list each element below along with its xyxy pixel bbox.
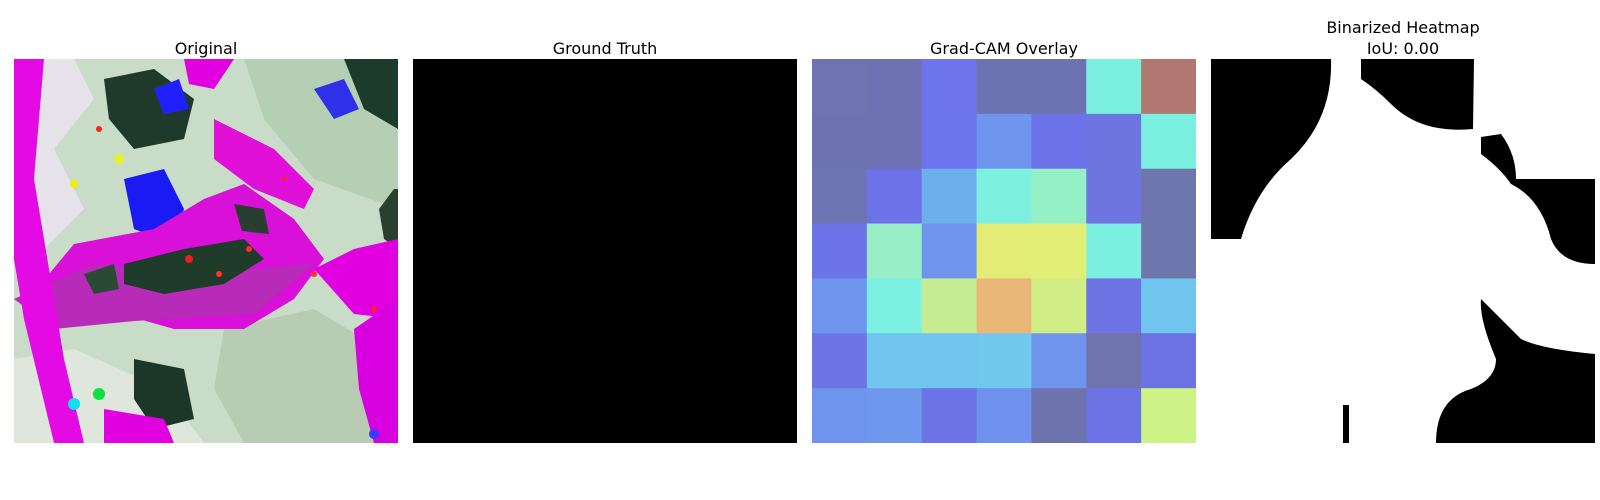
gradcam-cell [812, 59, 868, 115]
gradcam-cell [976, 59, 1032, 115]
panel-original: Original [14, 0, 398, 445]
gradcam-cell [976, 388, 1032, 443]
gradcam-cell [1031, 168, 1087, 225]
panel-title: Binarized Heatmap IoU: 0.00 [1326, 18, 1480, 58]
gradcam-cell [921, 59, 978, 115]
original-image [14, 59, 398, 443]
gradcam-cell [866, 333, 923, 389]
gradcam-cell [1086, 113, 1142, 170]
gradcam-cell [1031, 59, 1087, 115]
gradcam-cell [1086, 168, 1142, 225]
gradcam-cell [1086, 388, 1142, 443]
gradcam-cell [1141, 333, 1196, 389]
gradcam-cell [812, 168, 868, 225]
gradcam-cell [921, 388, 978, 443]
gradcam-cell [1086, 223, 1142, 279]
gradcam-cell [1141, 223, 1196, 279]
gradcam-cell [1086, 278, 1142, 334]
gradcam-cell [921, 168, 978, 225]
gradcam-cell [866, 388, 923, 443]
gradcam-cell [976, 223, 1032, 279]
gradcam-cell [921, 333, 978, 389]
gradcam-cell [1031, 278, 1087, 334]
panel-title: Ground Truth [552, 39, 658, 58]
binarized-heatmap-art [1211, 59, 1595, 443]
gradcam-cell [976, 113, 1032, 170]
panel-ground-truth: Ground Truth [413, 0, 797, 445]
gradcam-cell [921, 223, 978, 279]
gradcam-cell [921, 113, 978, 170]
gradcam-cell [1141, 59, 1196, 115]
original-image-art [14, 59, 398, 443]
gradcam-cell [1031, 223, 1087, 279]
gradcam-cell [1086, 59, 1142, 115]
gradcam-cell [812, 333, 868, 389]
binarized-heatmap-image [1211, 59, 1595, 443]
gradcam-cell [866, 168, 923, 225]
gradcam-cell [1031, 388, 1087, 443]
gradcam-cell [1086, 333, 1142, 389]
panel-title: Grad-CAM Overlay [930, 39, 1078, 58]
gradcam-cell [976, 278, 1032, 334]
ground-truth-mask [413, 59, 797, 443]
gradcam-cell [921, 278, 978, 334]
gradcam-cell [1141, 278, 1196, 334]
gradcam-cell [812, 388, 868, 443]
panel-gradcam-overlay: Grad-CAM Overlay [812, 0, 1196, 445]
gradcam-cell [976, 168, 1032, 225]
panel-binarized-heatmap: Binarized Heatmap IoU: 0.00 [1211, 0, 1595, 445]
gradcam-cell [812, 223, 868, 279]
gradcam-grid [812, 59, 1196, 443]
gradcam-overlay-image [812, 59, 1196, 443]
gradcam-cell [1141, 388, 1196, 443]
panel-title: Original [174, 39, 238, 58]
gradcam-cell [866, 223, 923, 279]
gradcam-cell [866, 113, 923, 170]
gradcam-cell [976, 333, 1032, 389]
gradcam-cell [1031, 333, 1087, 389]
gradcam-cell [812, 278, 868, 334]
gradcam-cell [812, 113, 868, 170]
gradcam-cell [866, 278, 923, 334]
gradcam-cell [1141, 168, 1196, 225]
gradcam-cell [1141, 113, 1196, 170]
gradcam-cell [866, 59, 923, 115]
gradcam-cell [1031, 113, 1087, 170]
ground-truth-mask-art [413, 59, 797, 443]
